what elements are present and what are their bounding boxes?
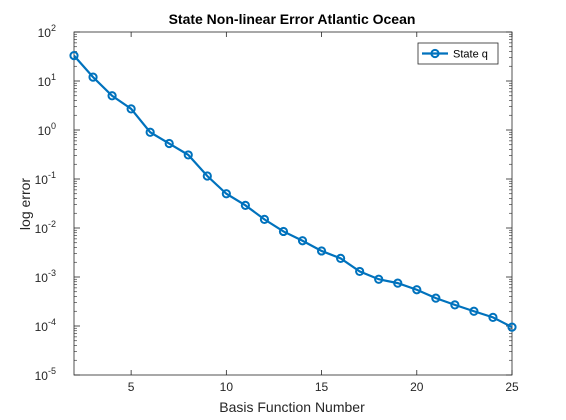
data-point xyxy=(355,266,365,277)
data-series xyxy=(69,50,517,332)
legend: State q xyxy=(417,42,499,65)
legend-marker xyxy=(430,48,440,59)
data-point xyxy=(393,278,403,288)
y-tick-label: 10-2 xyxy=(35,219,56,236)
data-point xyxy=(336,253,346,263)
data-point xyxy=(374,274,384,284)
y-tick-label: 101 xyxy=(38,72,56,89)
data-point xyxy=(69,50,79,61)
data-point xyxy=(488,312,498,322)
data-point xyxy=(297,236,308,246)
legend-label: State q xyxy=(453,49,488,61)
x-tick-label: 20 xyxy=(410,380,424,394)
data-point xyxy=(183,150,193,160)
y-tick-label: 10-1 xyxy=(35,170,56,187)
data-point xyxy=(278,226,289,237)
plot-area xyxy=(73,31,513,376)
x-tick-label: 15 xyxy=(315,380,329,394)
y-tick-label: 102 xyxy=(38,23,56,40)
y-axis-label: log error xyxy=(17,178,33,230)
data-point xyxy=(469,306,479,316)
data-point xyxy=(412,285,422,295)
data-point xyxy=(164,138,174,149)
data-point xyxy=(88,72,98,82)
data-point xyxy=(259,214,270,224)
y-tick-label: 10-5 xyxy=(35,366,56,383)
plot-box xyxy=(73,31,513,376)
axis-ticks: 5 10 15 20 25 10-5 10-4 10-3 10-2 10-1 100 101 102 xyxy=(35,23,519,394)
x-tick-label: 10 xyxy=(220,380,234,394)
data-point xyxy=(145,127,155,137)
x-axis-label: Basis Function Number xyxy=(219,399,365,415)
data-point xyxy=(507,322,517,332)
data-point xyxy=(450,300,460,310)
chart-title: State Non-linear Error Atlantic Ocean xyxy=(169,11,416,27)
data-point xyxy=(240,200,250,210)
data-point xyxy=(126,104,136,114)
data-point xyxy=(316,246,327,256)
y-tick-label: 100 xyxy=(38,121,56,138)
data-point xyxy=(221,189,231,199)
y-tick-label: 10-3 xyxy=(35,268,56,285)
data-point xyxy=(202,171,212,181)
x-tick-label: 5 xyxy=(128,380,135,394)
legend-box xyxy=(417,42,499,65)
data-point xyxy=(431,293,441,303)
y-tick-label: 10-4 xyxy=(35,317,56,334)
data-point xyxy=(107,91,117,101)
x-tick-label: 25 xyxy=(505,380,519,394)
